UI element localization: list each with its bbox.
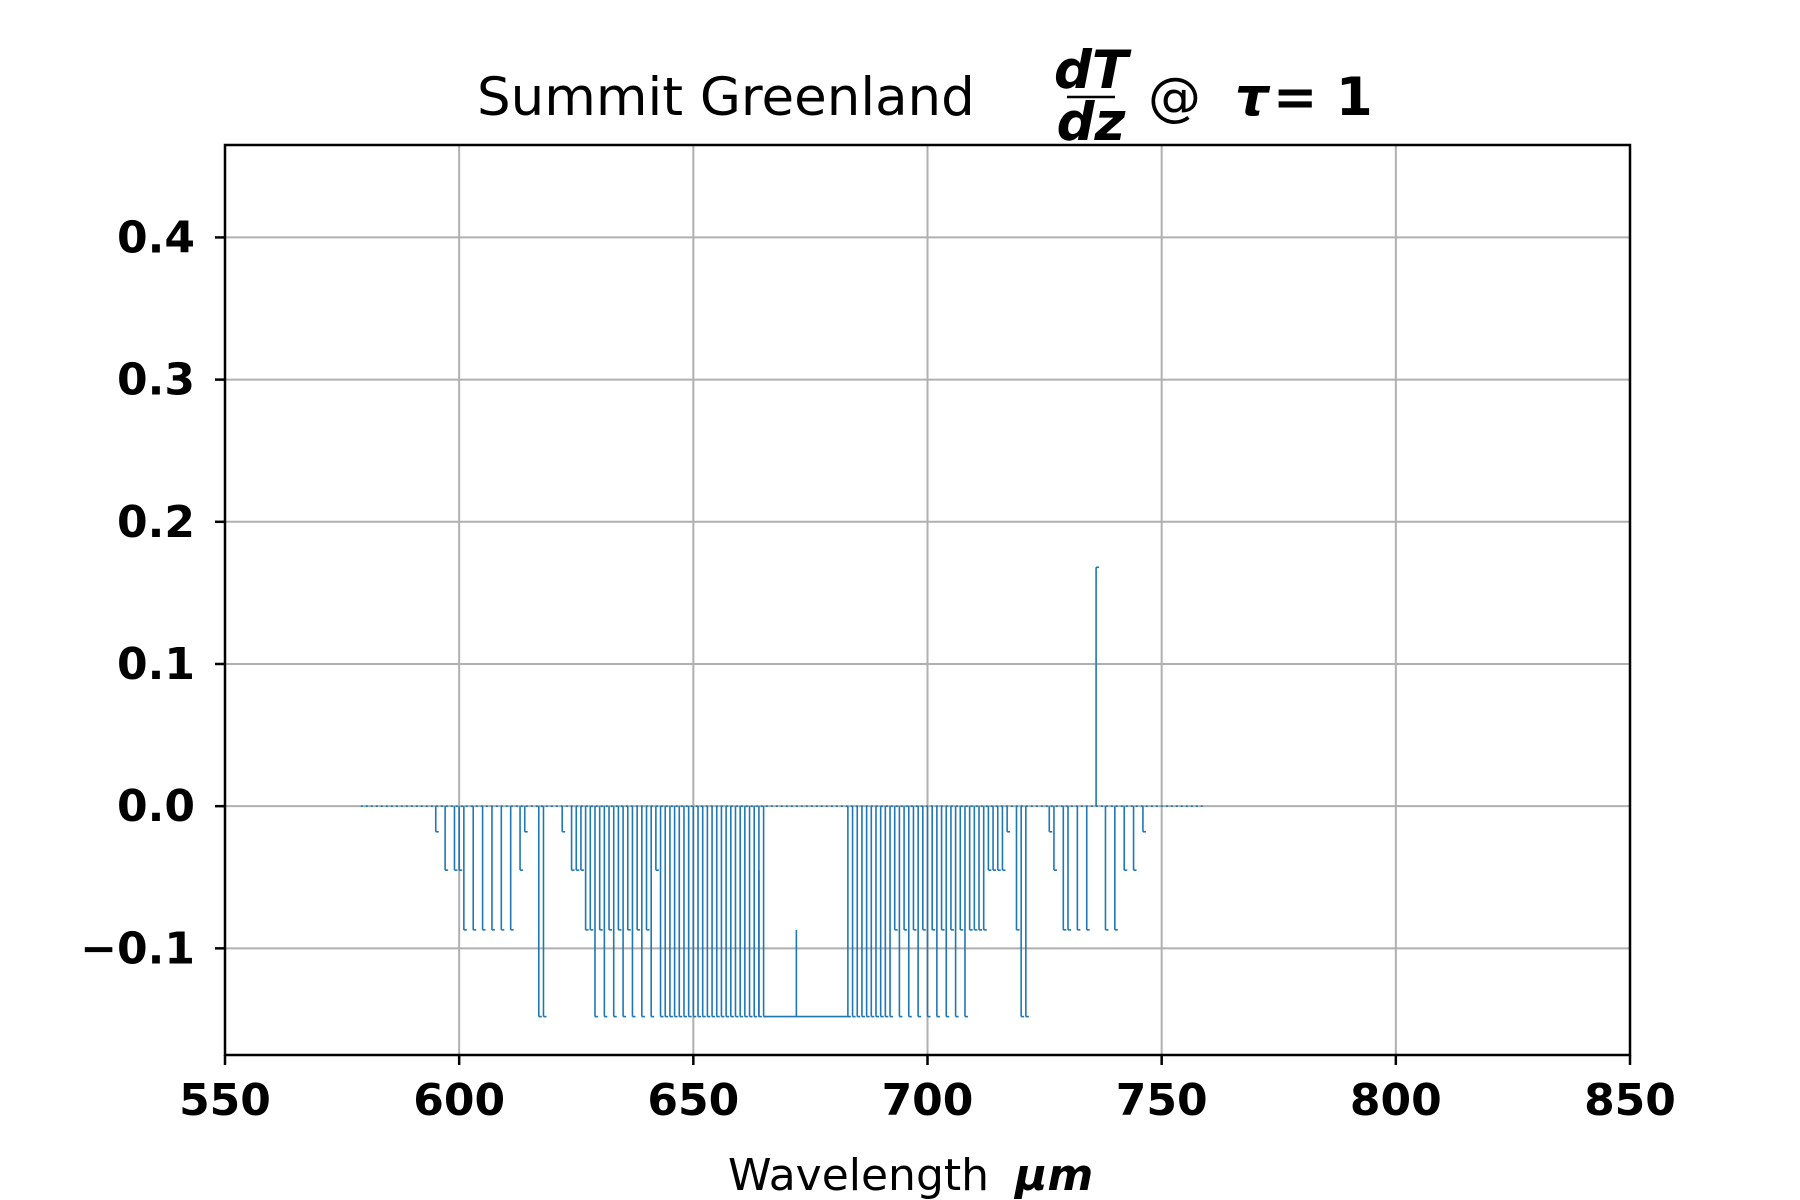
x-tick-label: 750 (1116, 1075, 1208, 1126)
series-layer (360, 566, 1204, 1018)
y-tick-label: −0.1 (80, 923, 195, 974)
x-tick-label: 600 (413, 1075, 505, 1126)
chart-title: Summit Greenland (477, 67, 975, 128)
x-tick-label: 850 (1584, 1075, 1676, 1126)
title-fraction-numerator: dT (1054, 40, 1132, 101)
y-tick-label: 0.1 (117, 639, 195, 690)
title-tau-equals: = 1 (1273, 67, 1373, 128)
x-tick-label: 800 (1350, 1075, 1442, 1126)
title-tau-symbol: τ (1235, 67, 1271, 128)
y-tick-label: 0.4 (117, 212, 195, 263)
y-tick-label: 0.3 (117, 355, 195, 406)
x-axis-label-unit: μm (1013, 1150, 1093, 1200)
x-tick-label: 550 (179, 1075, 271, 1126)
title-fraction-denominator: dz (1057, 92, 1127, 153)
tick-layer: 550 600 650 700 750 800 850 −0.1 0.0 0.1 0.2 0.3 0.4 (80, 212, 1676, 1126)
x-tick-label: 650 (647, 1075, 739, 1126)
x-tick-label: 700 (882, 1075, 974, 1126)
title-suffix: @ (1148, 67, 1201, 128)
x-axis-label: Wavelength μm (728, 1150, 1093, 1200)
x-axis-label-text: Wavelength (728, 1150, 989, 1200)
y-tick-label: 0.2 (117, 497, 195, 548)
y-tick-label: 0.0 (117, 781, 195, 832)
chart-title-prefix: Summit Greenland (477, 67, 975, 128)
